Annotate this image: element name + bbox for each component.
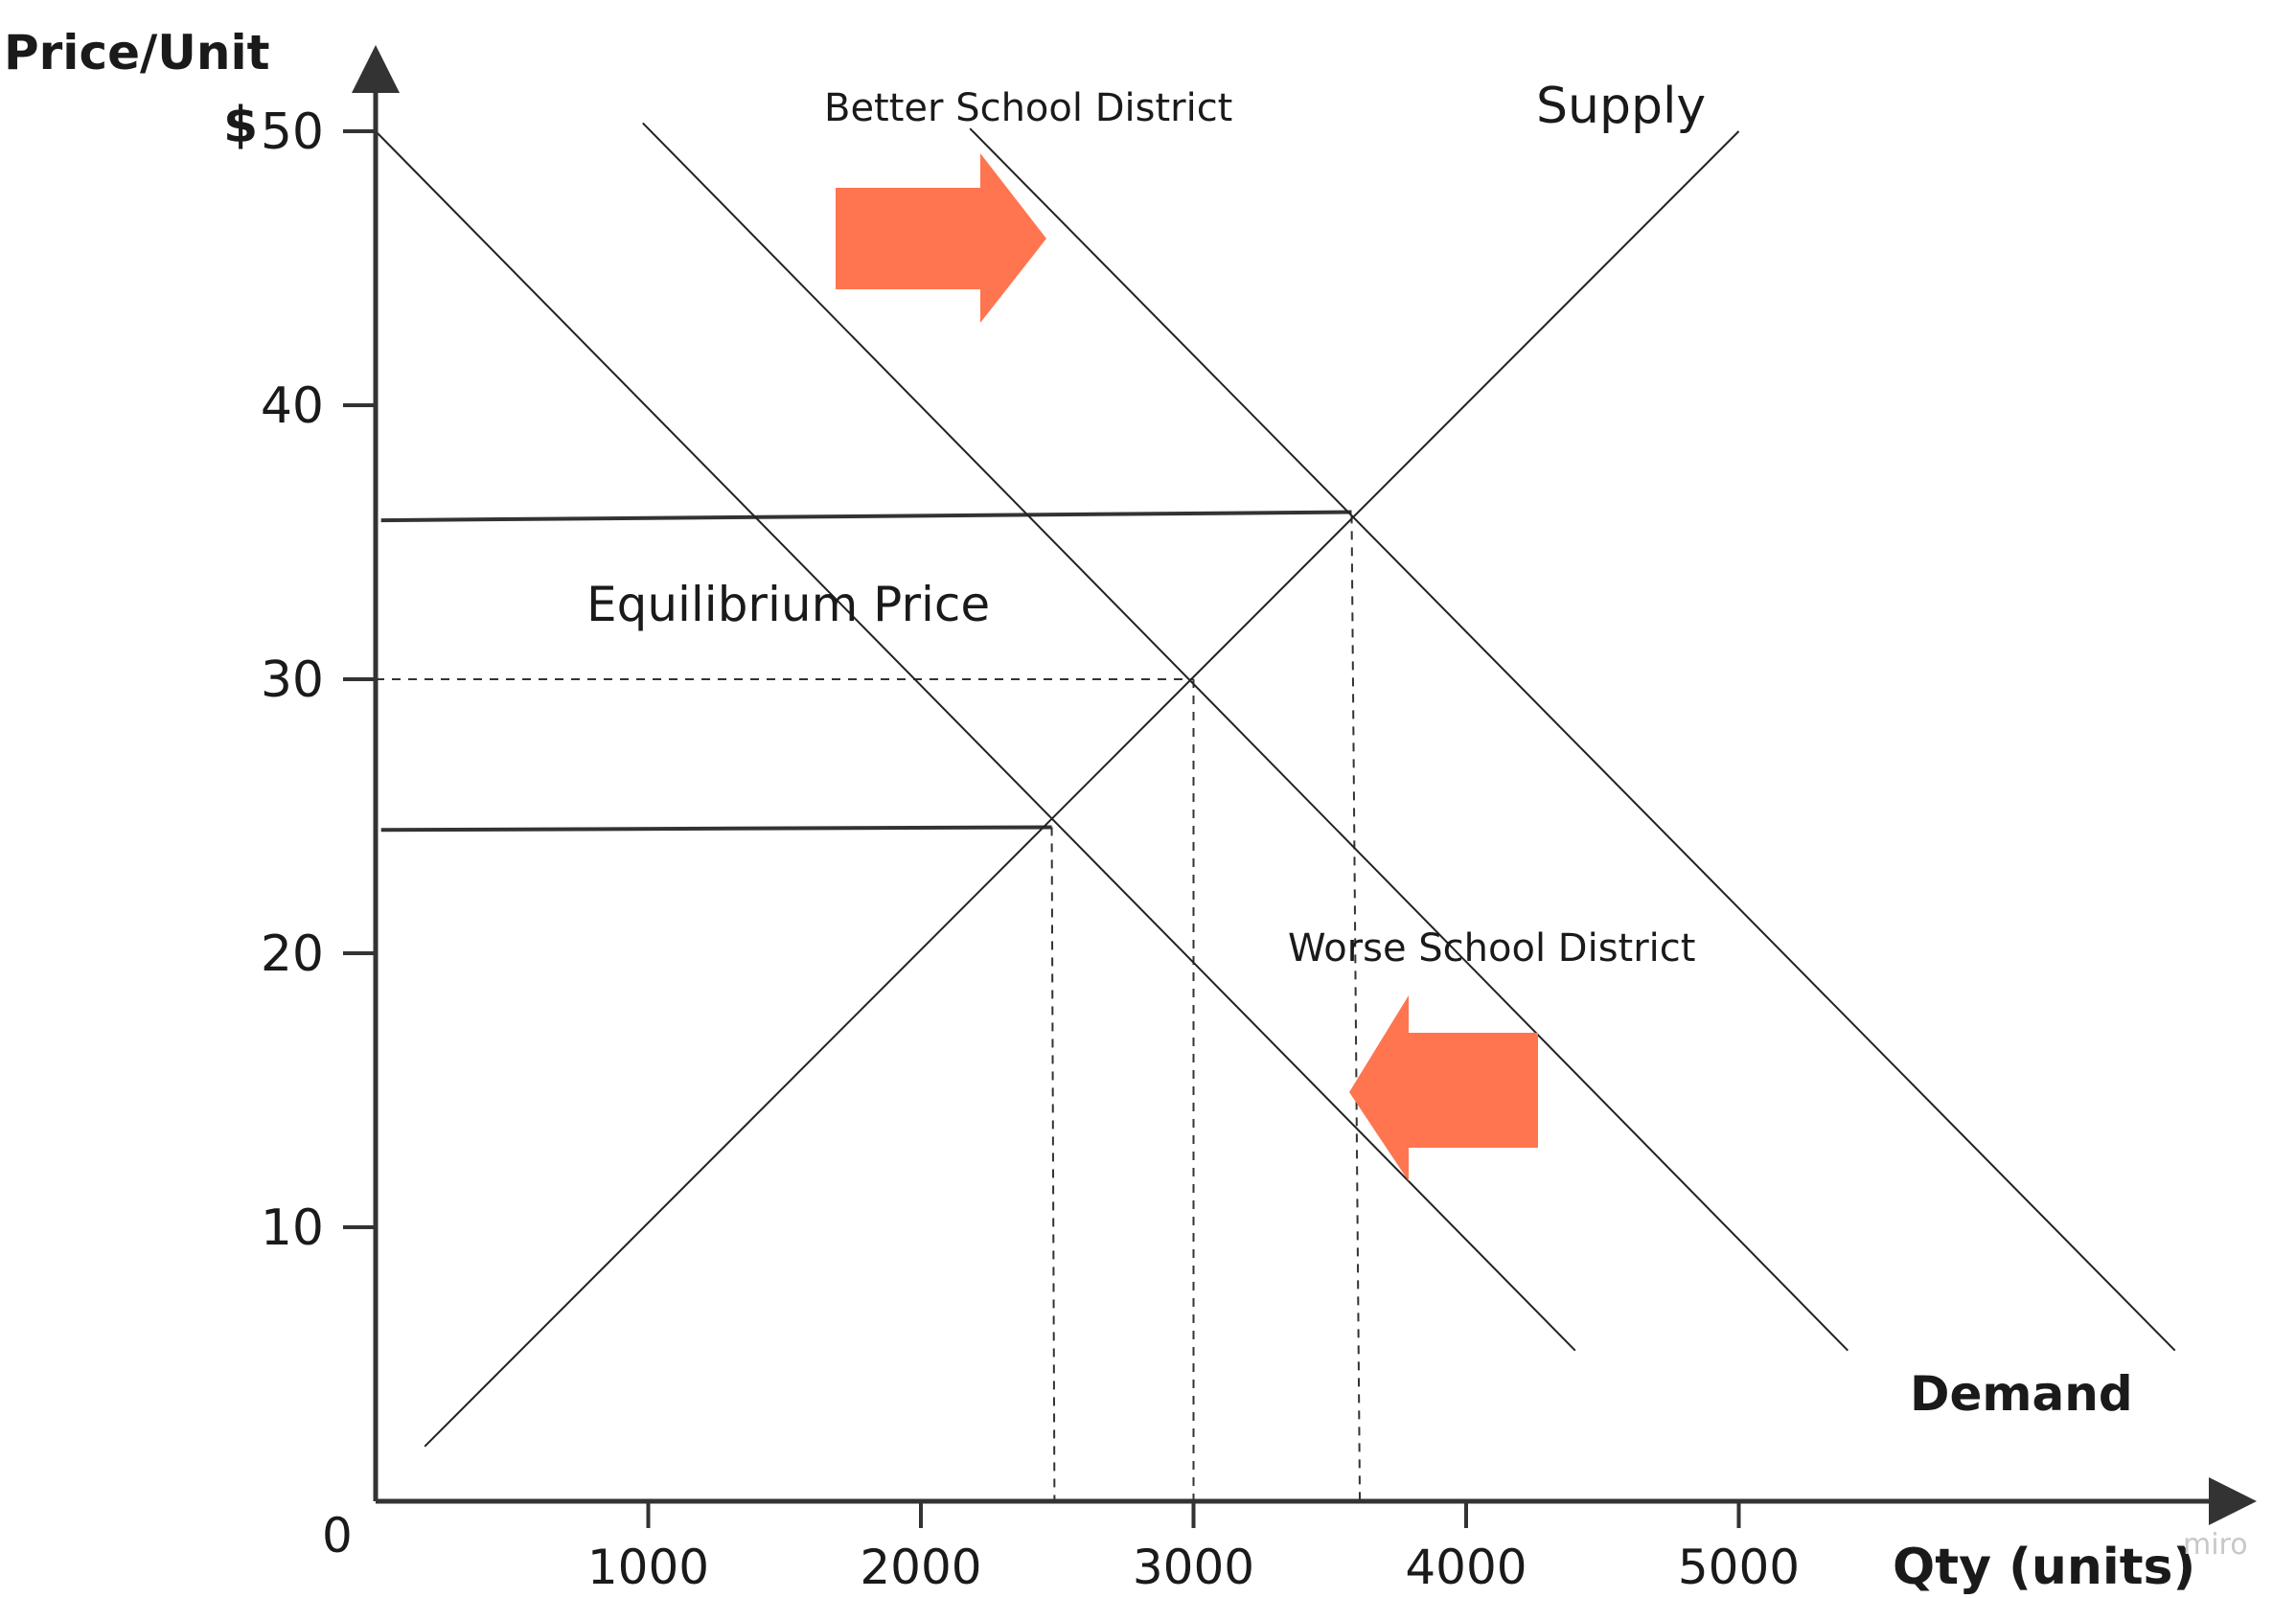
- supply-line: [424, 130, 1740, 1448]
- x-axis-ticks: 1000 2000 3000 4000 5000: [587, 1501, 1800, 1595]
- demand-label: Demand: [1910, 1366, 2133, 1422]
- shift-arrows: [836, 153, 1538, 1181]
- y-axis-title: Price/Unit: [4, 25, 270, 80]
- demand-line-original: [375, 130, 1576, 1352]
- dashed-guide-line: [1050, 827, 1056, 1502]
- x-axis-title: Qty (units): [1893, 1539, 2195, 1596]
- price-level-line: [380, 825, 1052, 833]
- better-school-district-label: Better School District: [824, 86, 1232, 130]
- y-tick-label: 30: [261, 651, 324, 709]
- y-tick-label: 40: [261, 377, 324, 435]
- equilibrium-price-label: Equilibrium Price: [586, 577, 990, 632]
- shift-left-arrow: [1349, 995, 1538, 1181]
- demand-line-better-district: [969, 127, 2176, 1352]
- x-tick-label: 4000: [1405, 1540, 1527, 1595]
- plot-lines: [375, 122, 2176, 1502]
- y-axis-currency: $: [223, 97, 258, 154]
- dashed-guide-line: [1350, 514, 1362, 1502]
- worse-school-district-label: Worse School District: [1288, 926, 1695, 970]
- origin-label: 0: [322, 1508, 353, 1564]
- x-tick-label: 3000: [1133, 1540, 1254, 1595]
- x-tick-label: 5000: [1678, 1540, 1800, 1595]
- x-tick-label: 2000: [860, 1540, 981, 1595]
- price-level-line: [380, 510, 1352, 523]
- y-tick-label: 20: [261, 925, 324, 983]
- demand-line-shifted: [642, 122, 1849, 1352]
- y-tick-label: 10: [261, 1199, 324, 1257]
- supply-label: Supply: [1536, 78, 1706, 135]
- miro-watermark: miro: [2183, 1528, 2248, 1562]
- x-tick-label: 1000: [587, 1540, 709, 1595]
- y-tick-label: 50: [261, 103, 324, 161]
- shift-right-arrow: [836, 153, 1046, 323]
- y-axis-ticks: 10 20 30 40 50: [261, 103, 376, 1257]
